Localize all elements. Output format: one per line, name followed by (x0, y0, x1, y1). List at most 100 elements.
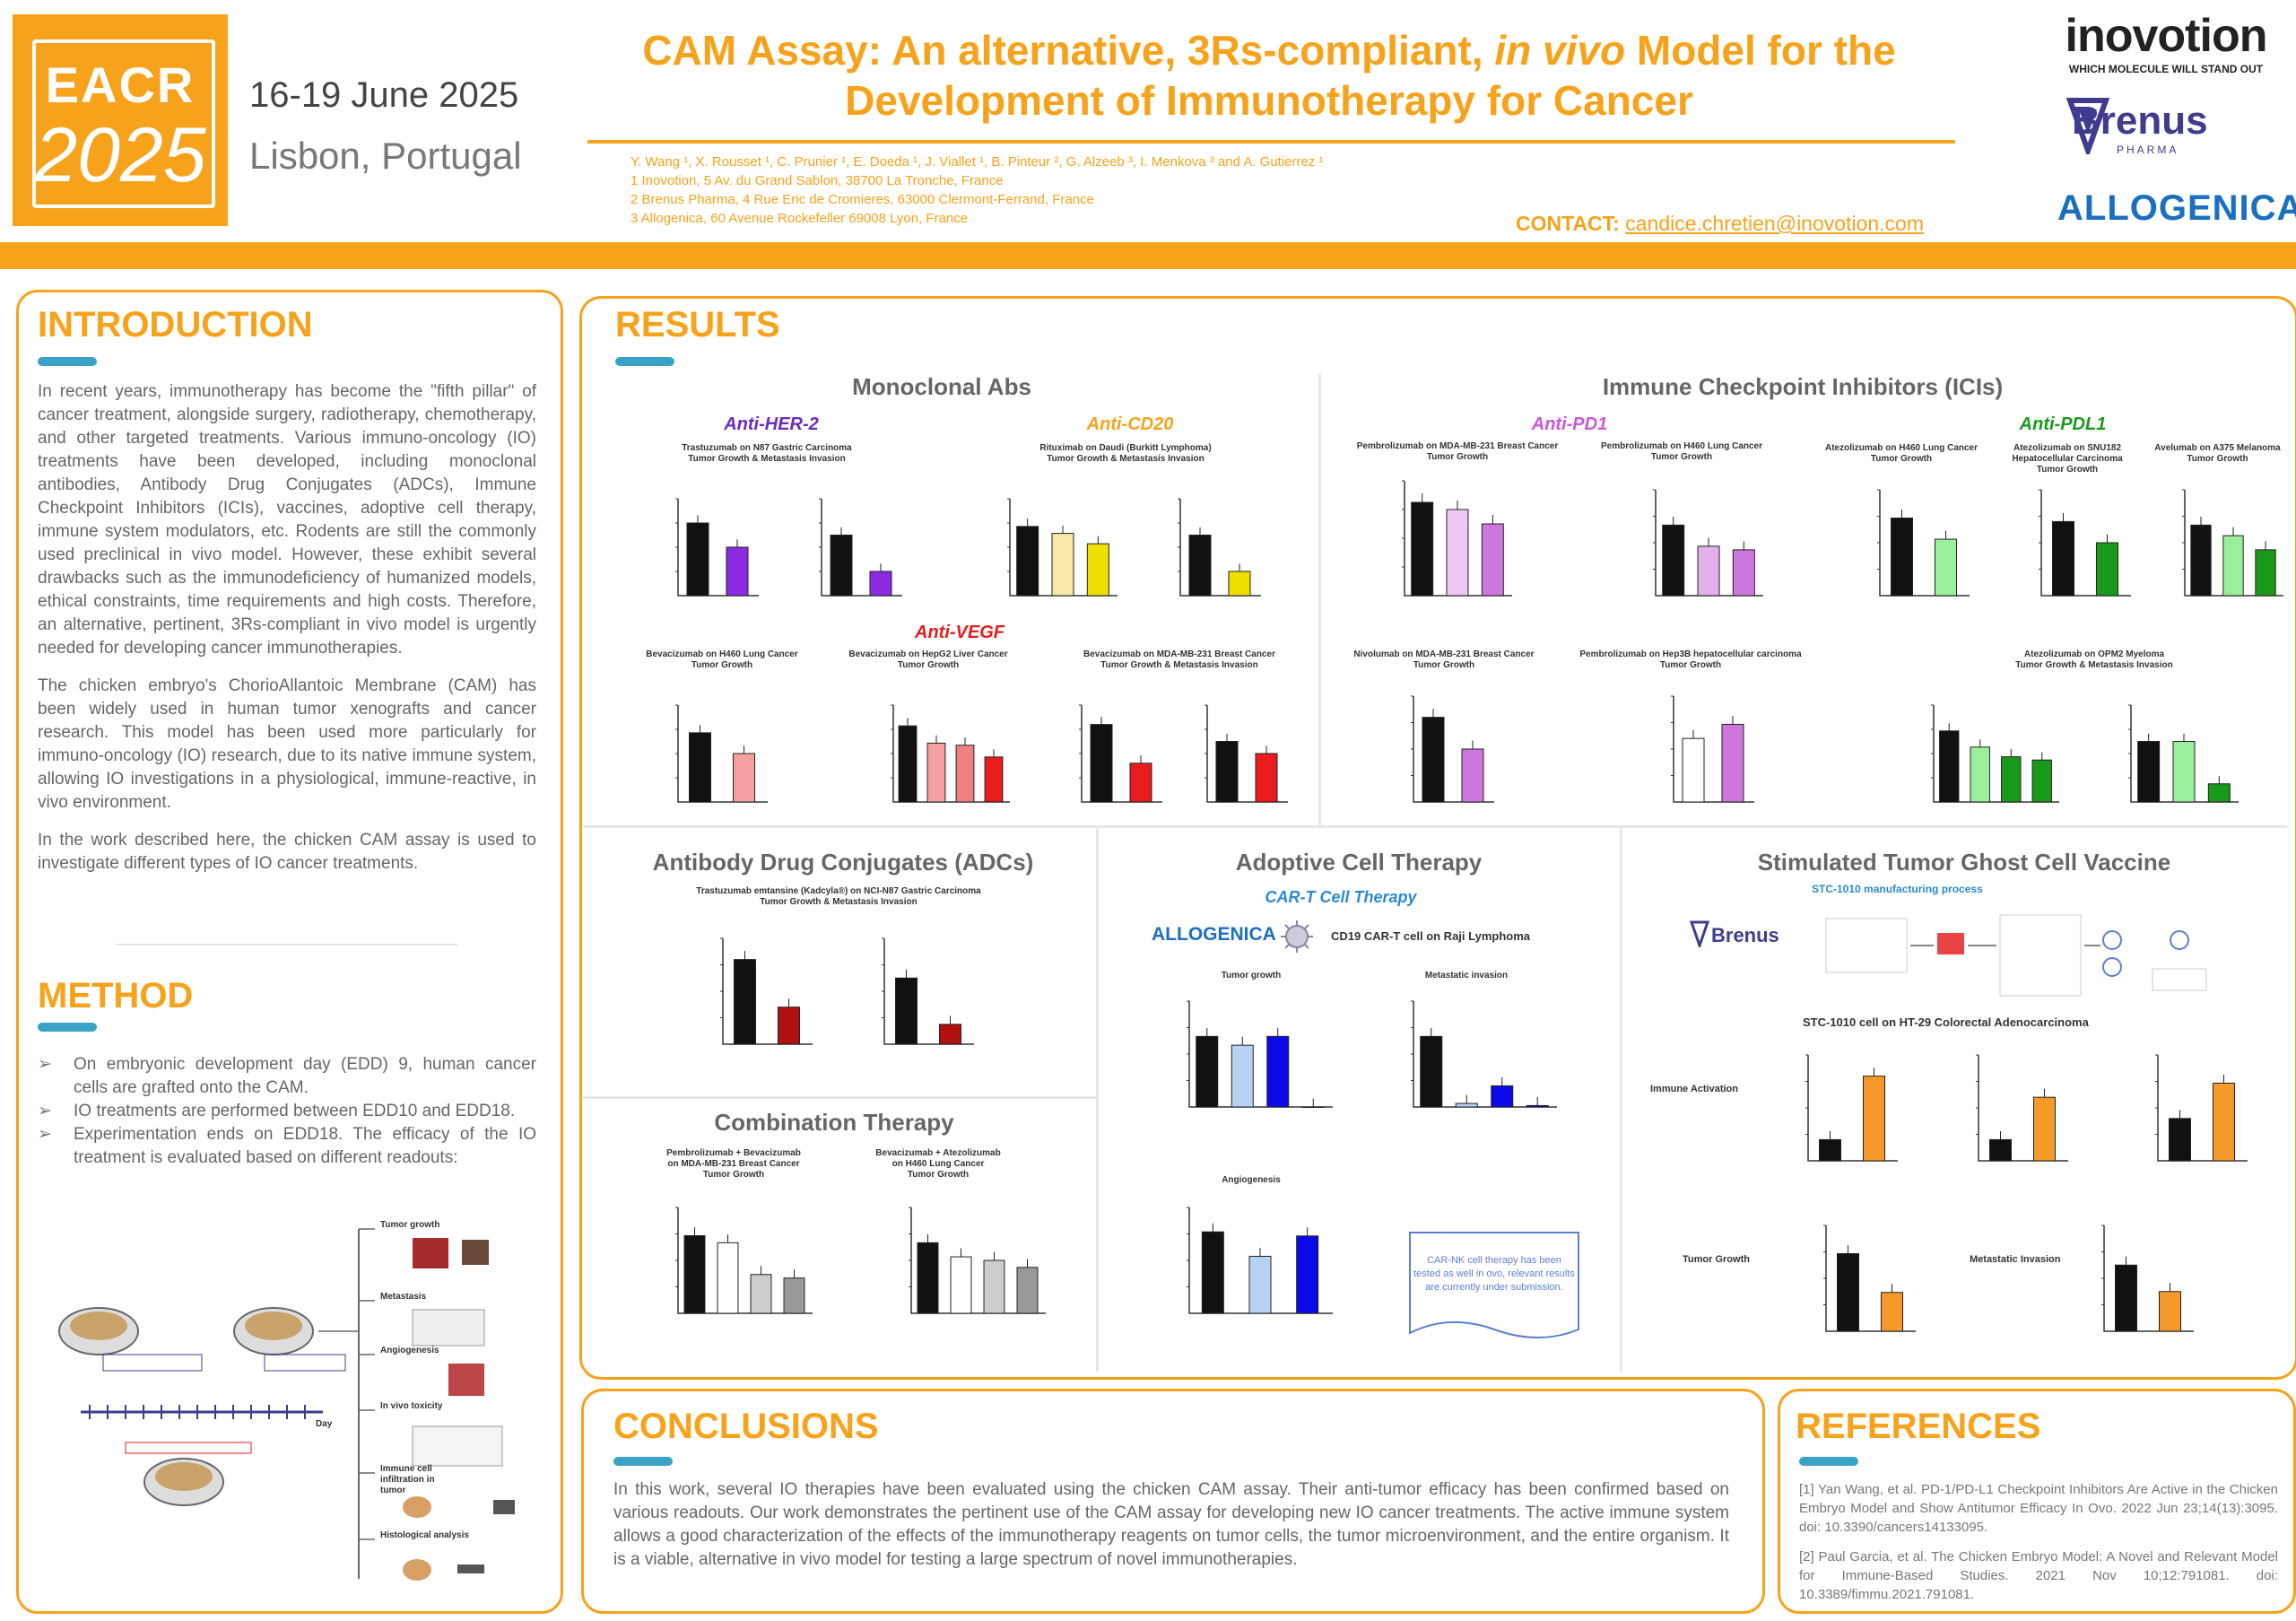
inovotion-tagline: WHICH MOLECULE WILL STAND OUT (2068, 63, 2264, 75)
chart-caption: Avelumab on A375 Melanoma Tumor Growth (2154, 443, 2281, 464)
chart-caption: Trastuzumab emtansine (Kadcyla®) on NCI-… (696, 886, 981, 907)
allogenica-small-logo: ALLOGENICA (1152, 924, 1276, 945)
title-part: Model for the (1625, 27, 1896, 74)
label-immune-activation: Immune Activation (1650, 1084, 1738, 1094)
eacr-logo-frame (32, 39, 215, 208)
results-title: RESULTS (615, 305, 780, 344)
chart-bar (683, 1234, 706, 1314)
introduction-title-bar (38, 357, 97, 366)
car-t-cell-icon (1281, 920, 1313, 953)
chart-bar (1016, 526, 1039, 597)
chart-bar (869, 571, 892, 597)
chart-bar (1455, 1102, 1478, 1108)
chart-bar (1863, 1076, 1885, 1162)
chart-bar (1196, 1035, 1219, 1108)
references-list: [1] Yan Wang, et al. PD-1/PD-L1 Checkpoi… (1799, 1480, 2278, 1615)
readout-label: Tumor growth (380, 1220, 440, 1230)
results-divider (583, 1096, 1096, 1099)
chart-cd20-tumor-growth (1007, 498, 1118, 597)
section-vaccine: Stimulated Tumor Ghost Cell Vaccine (1757, 849, 2171, 876)
stc-model: STC-1010 cell on HT-29 Colorectal Adenoc… (1803, 1015, 2089, 1029)
header-bar (0, 242, 2296, 269)
conference-date: 16-19 June 2025 (249, 75, 519, 115)
chart-axis (1655, 490, 1763, 597)
contact-email-link[interactable]: candice.chretien@inovotion.com (1625, 212, 1924, 235)
method-title: METHOD (38, 976, 194, 1015)
chart-bar (1422, 717, 1445, 803)
chart-vaccine-immune-1 (1805, 1054, 1898, 1162)
chart-bar (939, 1024, 961, 1045)
chart-caption: Metastatic invasion (1424, 971, 1509, 980)
brenus-small-logo: Brenus (1711, 924, 1779, 946)
chart-bar (1662, 524, 1685, 597)
title-italic: in vivo (1494, 27, 1626, 74)
chart-bar (1188, 535, 1212, 597)
references-title: REFERENCES (1796, 1407, 2041, 1446)
section-act: Adoptive Cell Therapy (1235, 849, 1483, 876)
chart-bar (984, 756, 1004, 803)
chart-caption: Nivolumab on MDA-MB-231 Breast Cancer Tu… (1353, 649, 1535, 670)
chart-caption: Atezolizumab on H460 Lung Cancer Tumor G… (1824, 443, 1979, 464)
chart-bar (1231, 1044, 1254, 1108)
chart-pdl1-opm2-tumor-growth (1931, 704, 2059, 803)
chart-bar (955, 745, 975, 803)
chart-axis (1009, 499, 1118, 597)
chart-bar (2137, 741, 2161, 803)
chart-vegf-mda-tumor-growth (1079, 704, 1162, 803)
chart-bar (726, 546, 749, 597)
chart-caption: Pembrolizumab on MDA-MB-231 Breast Cance… (1356, 441, 1559, 462)
chart-bar (689, 732, 711, 803)
chart-bar (1248, 1255, 1272, 1314)
method-item: IO treatments are performed between EDD1… (38, 1100, 536, 1123)
chart-bar (1301, 1106, 1325, 1108)
chart-cd20-metastasis (1178, 498, 1261, 597)
method-schematic (58, 1228, 515, 1581)
chart-bar (983, 1259, 1005, 1314)
author-list: Y. Wang ¹, X. Rousset ¹, C. Prunier ¹, E… (631, 154, 1324, 170)
chart-bar (1016, 1267, 1039, 1314)
chart-bar (717, 1242, 739, 1314)
results-divider (1318, 373, 1321, 826)
chart-bar (1989, 1138, 2012, 1162)
chart-bar (2222, 535, 2244, 597)
readout-label: Immune cell infiltration in tumor (380, 1464, 435, 1495)
chart-pdl1-snu182 (2039, 489, 2131, 597)
section-combo: Combination Therapy (714, 1109, 954, 1136)
chart-combo-1 (675, 1207, 813, 1314)
chart-bar (895, 977, 918, 1045)
chart-bar (1446, 509, 1469, 597)
chart-bar (1090, 724, 1113, 803)
chart-bar (2159, 1291, 2181, 1332)
chart-caption: Atezolizumab on OPM2 Myeloma Tumor Growt… (2015, 649, 2173, 670)
chart-bar (1201, 1231, 1224, 1314)
chart-bar (1935, 538, 1957, 597)
intro-divider (117, 944, 457, 946)
method-title-bar (38, 1023, 97, 1032)
affiliation-1: 1 Inovotion, 5 Av. du Grand Sablon, 3870… (631, 173, 1004, 188)
chart-adc-metastasis (882, 937, 974, 1045)
brenus-tagline: PHARMA (2117, 144, 2179, 156)
section-icis: Immune Checkpoint Inhibitors (ICIs) (1602, 373, 2004, 400)
chart-caption: Bevacizumab on MDA-MB-231 Breast Cancer … (1083, 649, 1275, 670)
label-anti-her2: Anti-HER-2 (724, 414, 819, 434)
chart-pd1-nivolumab (1411, 695, 1494, 803)
chart-bar (2115, 1264, 2137, 1332)
chart-vaccine-tumor-growth (1823, 1224, 1916, 1332)
chart-bar (1682, 737, 1705, 803)
chart-axis (1188, 1207, 1333, 1314)
chart-vegf-hepg2 (891, 704, 1010, 803)
chart-vaccine-metastasis (2101, 1224, 2194, 1332)
title-divider (587, 140, 1955, 144)
introduction-text: In recent years, immunotherapy has becom… (38, 380, 536, 890)
chart-bar (733, 753, 755, 803)
chart-caption: Atezolizumab on SNU182 Hepatocellular Ca… (2012, 443, 2123, 475)
chart-act-metastasis (1411, 1000, 1557, 1108)
chart-bar (1697, 545, 1720, 597)
references-title-bar (1799, 1457, 1858, 1466)
chart-bar (1819, 1138, 1841, 1162)
references-panel (1778, 1389, 2296, 1614)
label-anti-vegf: Anti-VEGF (915, 623, 1004, 642)
chart-bar (1255, 753, 1278, 803)
car-nk-note-box (1409, 1232, 1579, 1338)
results-divider (1620, 829, 1622, 1372)
